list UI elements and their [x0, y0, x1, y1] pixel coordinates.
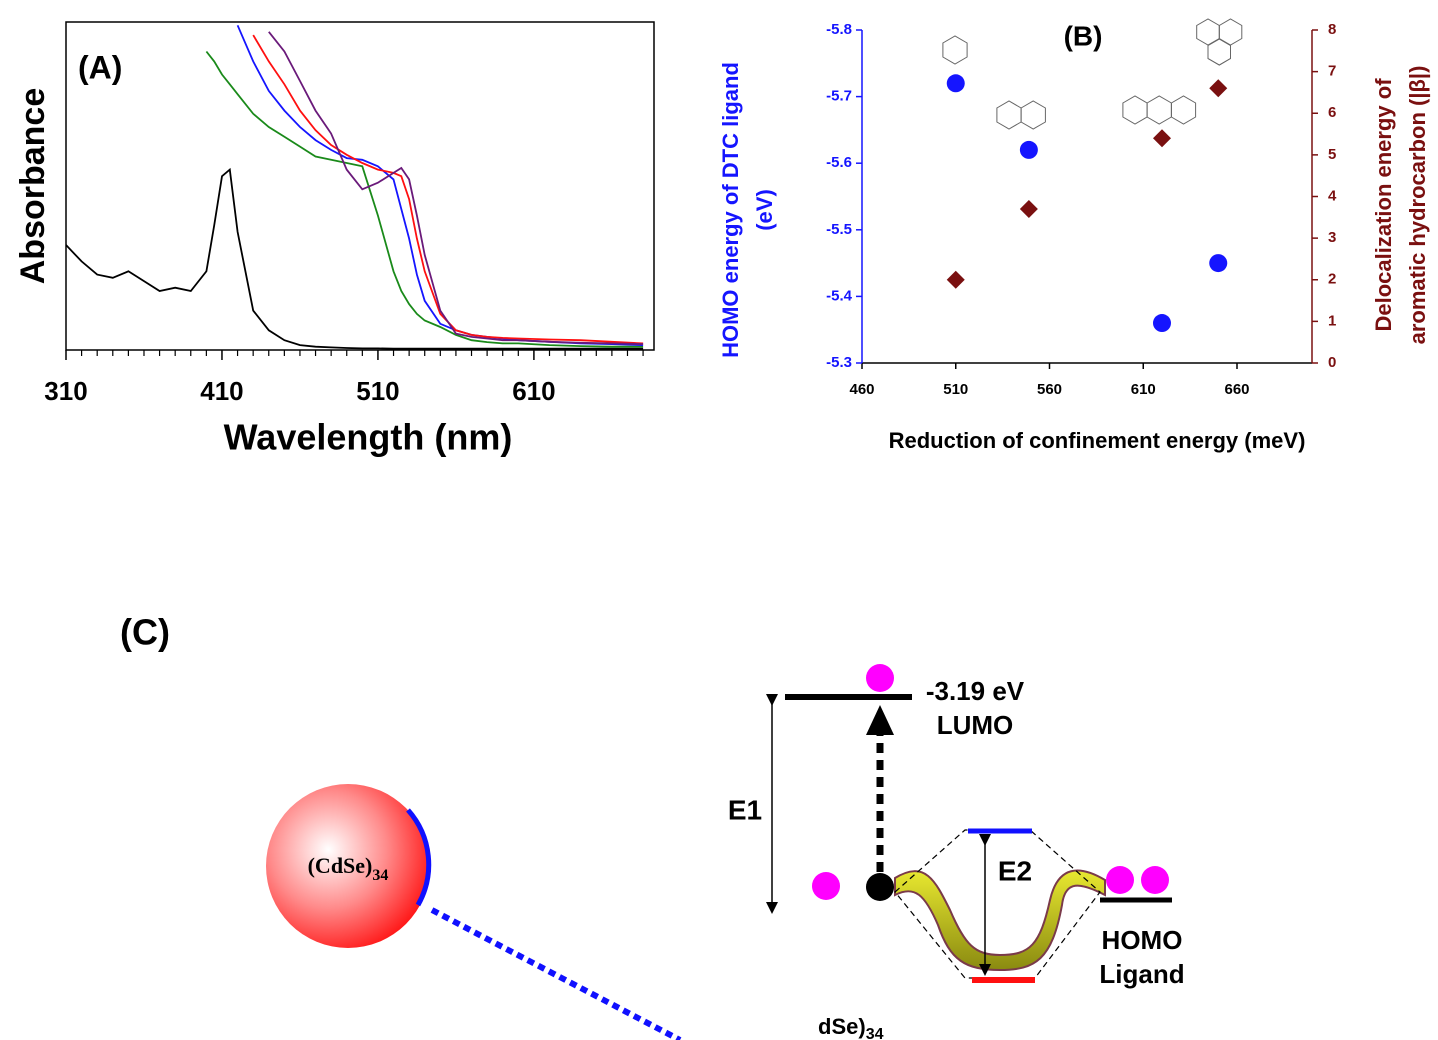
y2-tick-label: 4 — [1328, 187, 1337, 204]
electron — [1106, 866, 1134, 894]
x-tick-label: 460 — [849, 381, 874, 398]
x-axis-title: Wavelength (nm) — [224, 417, 513, 458]
particle-text: (CdSe) — [308, 853, 373, 878]
data-point — [1153, 314, 1171, 333]
y2-tick-label: 2 — [1328, 271, 1336, 288]
data-point — [1019, 140, 1038, 159]
ligand-orbital — [894, 869, 1106, 972]
molecule-ring — [1207, 38, 1231, 66]
spectrum-line — [268, 31, 644, 345]
y-tick-label: -5.5 — [826, 221, 852, 238]
y2-tick-label: 7 — [1328, 63, 1336, 80]
data-point — [946, 74, 965, 93]
y-axis-title: Absorbance — [14, 88, 52, 285]
data-point — [1209, 79, 1228, 98]
x-tick-label: 610 — [512, 376, 555, 406]
data-point — [1019, 199, 1038, 218]
data-point — [1209, 254, 1228, 273]
spectrum-line — [205, 50, 644, 348]
x-tick-label: 610 — [1131, 381, 1156, 398]
cut-label: dSe)34 — [818, 1014, 884, 1040]
zoom-line — [430, 907, 682, 1040]
y2-tick-label: 8 — [1328, 21, 1336, 38]
lumo-energy: -3.19 eV — [926, 676, 1025, 706]
particle-label: (CdSe)34 — [308, 853, 389, 884]
x-tick-label: 310 — [44, 376, 87, 406]
y2-tick-label: 5 — [1328, 146, 1336, 163]
homo-label: Ligand — [1099, 959, 1184, 989]
spectrum-line — [66, 167, 644, 350]
x-tick-label: 510 — [943, 381, 968, 398]
panel-c: (C) (CdSe)34 -3.19 eV LUMO E1 E2 HOMO Li… — [120, 612, 1185, 1040]
plot-lines — [66, 24, 644, 350]
y2-tick-label: 3 — [1328, 229, 1336, 246]
molecule-ring — [942, 35, 968, 65]
x-axis-title: Reduction of confinement energy (meV) — [889, 428, 1306, 453]
x-tick-label: 660 — [1224, 381, 1249, 398]
nanoparticle — [266, 784, 430, 948]
molecule-ring — [1146, 95, 1172, 125]
lumo-label: LUMO — [937, 710, 1014, 740]
molecule-ring — [1170, 95, 1197, 125]
y-axis-title: HOMO energy of DTC ligand — [718, 62, 743, 358]
electron — [812, 872, 840, 900]
arrow-head — [866, 705, 894, 735]
panel-label: (C) — [120, 612, 170, 653]
e2-label: E2 — [998, 855, 1032, 886]
x-tick-label: 410 — [200, 376, 243, 406]
chart-title: (B) — [1064, 20, 1103, 51]
y2-axis-title: aromatic hydrocarbon (|β|) — [1405, 66, 1430, 345]
cut-subscript: 34 — [866, 1026, 884, 1040]
surface-ligand — [406, 808, 432, 907]
orbital-hexagon — [894, 829, 1101, 979]
hole — [866, 873, 894, 901]
y2-tick-label: 1 — [1328, 312, 1336, 329]
y2-tick-label: 0 — [1328, 354, 1336, 371]
data-point — [1153, 129, 1171, 148]
molecule-ring — [1122, 95, 1148, 125]
y-tick-label: -5.8 — [826, 21, 852, 38]
y-tick-label: -5.3 — [826, 354, 852, 371]
spectrum-line — [252, 34, 644, 345]
x-tick-label: 560 — [1037, 381, 1062, 398]
y2-axis-title: Delocalization energy of — [1371, 78, 1396, 332]
y-tick-label: -5.4 — [826, 287, 853, 304]
data-point — [946, 270, 965, 289]
y-tick-label: -5.6 — [826, 154, 852, 171]
molecule-ring — [1020, 100, 1046, 130]
x-tick-label: 510 — [356, 376, 399, 406]
cut-text: dSe) — [818, 1014, 866, 1039]
y2-tick-label: 6 — [1328, 104, 1336, 121]
homo-label: HOMO — [1102, 925, 1183, 955]
electron — [866, 664, 894, 692]
spectrum-line — [236, 24, 644, 346]
y-axis-title: (eV) — [752, 189, 777, 231]
plot-frame — [65, 21, 655, 351]
chart-title: (A) — [78, 49, 122, 85]
molecule-ring — [996, 100, 1022, 130]
y-tick-label: -5.7 — [826, 88, 852, 105]
particle-subscript: 34 — [372, 867, 388, 884]
e1-label: E1 — [728, 794, 762, 825]
electron — [1141, 866, 1169, 894]
